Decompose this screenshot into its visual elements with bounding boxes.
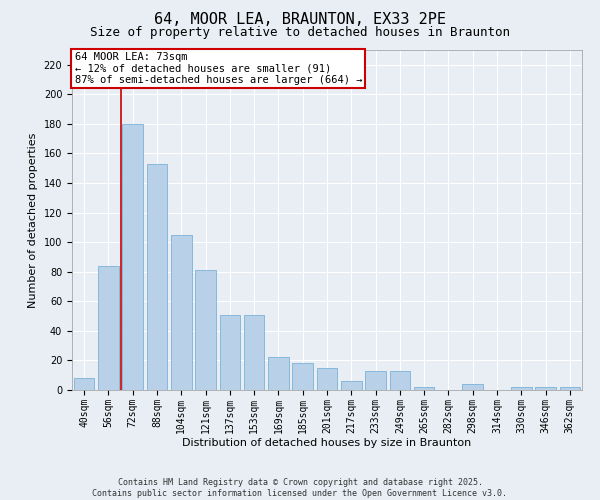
Bar — [171, 235, 191, 390]
Bar — [414, 387, 434, 390]
Bar — [74, 378, 94, 390]
Bar — [535, 387, 556, 390]
Bar — [292, 364, 313, 390]
X-axis label: Distribution of detached houses by size in Braunton: Distribution of detached houses by size … — [182, 438, 472, 448]
Bar — [560, 387, 580, 390]
Y-axis label: Number of detached properties: Number of detached properties — [28, 132, 38, 308]
Bar — [220, 314, 240, 390]
Bar — [244, 314, 265, 390]
Bar — [365, 371, 386, 390]
Bar — [122, 124, 143, 390]
Bar — [268, 358, 289, 390]
Bar — [317, 368, 337, 390]
Text: 64, MOOR LEA, BRAUNTON, EX33 2PE: 64, MOOR LEA, BRAUNTON, EX33 2PE — [154, 12, 446, 28]
Text: Size of property relative to detached houses in Braunton: Size of property relative to detached ho… — [90, 26, 510, 39]
Bar — [98, 266, 119, 390]
Bar — [463, 384, 483, 390]
Bar — [146, 164, 167, 390]
Bar — [195, 270, 216, 390]
Text: Contains HM Land Registry data © Crown copyright and database right 2025.
Contai: Contains HM Land Registry data © Crown c… — [92, 478, 508, 498]
Bar — [511, 387, 532, 390]
Text: 64 MOOR LEA: 73sqm
← 12% of detached houses are smaller (91)
87% of semi-detache: 64 MOOR LEA: 73sqm ← 12% of detached hou… — [74, 52, 362, 85]
Bar — [389, 371, 410, 390]
Bar — [341, 381, 362, 390]
